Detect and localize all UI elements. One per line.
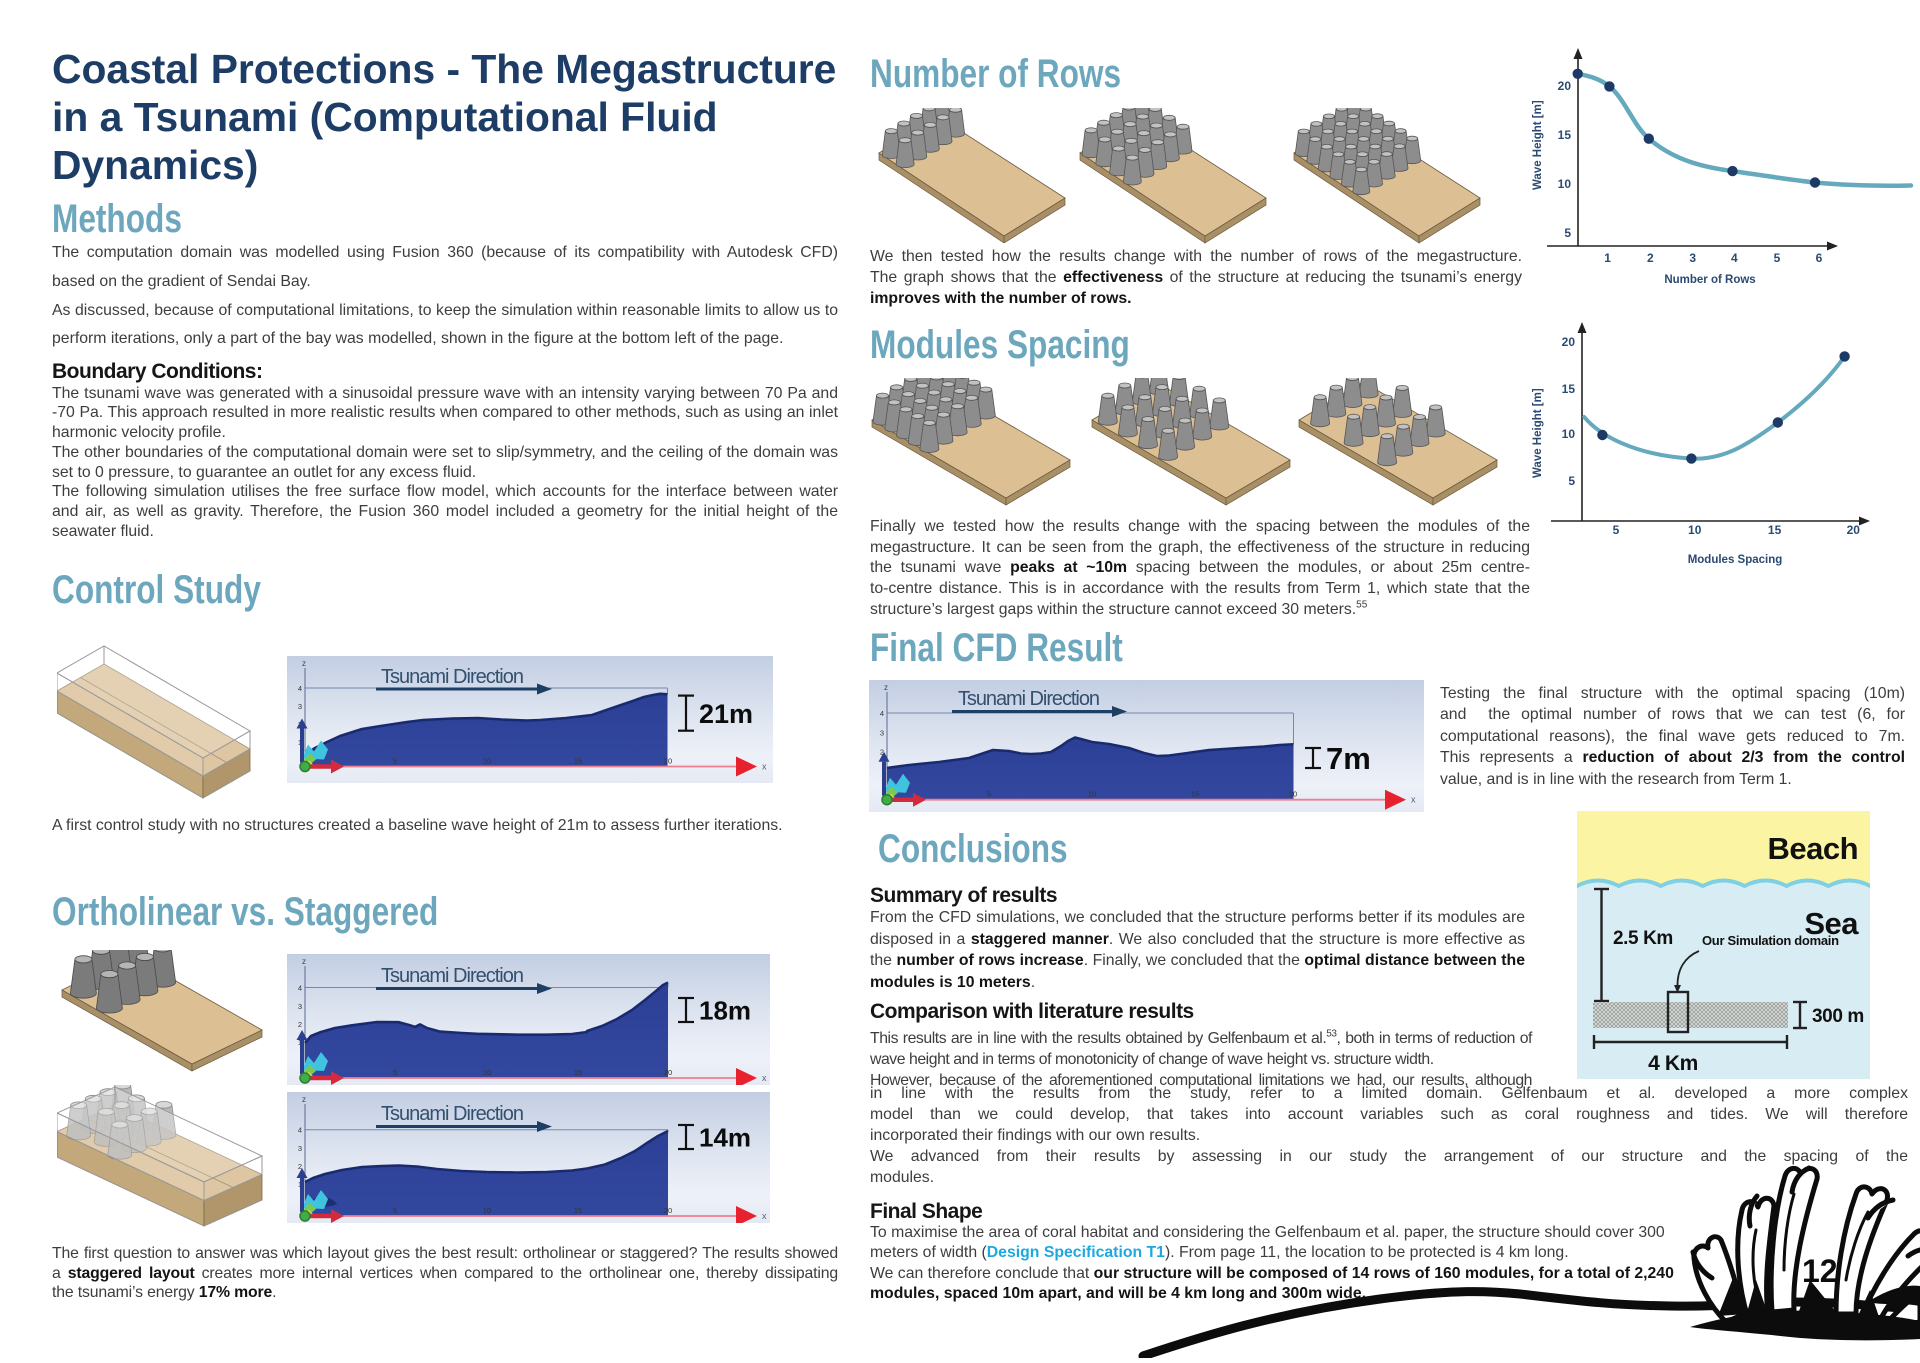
svg-text:4: 4: [298, 1126, 302, 1135]
svg-text:10: 10: [1688, 523, 1702, 537]
svg-text:10: 10: [483, 1206, 491, 1215]
svg-text:4: 4: [298, 984, 302, 993]
svg-text:20: 20: [1847, 523, 1861, 537]
svg-text:10: 10: [1088, 790, 1096, 799]
svg-text:6: 6: [1816, 251, 1823, 265]
svg-text:x: x: [1411, 795, 1416, 805]
svg-text:z: z: [302, 957, 306, 966]
svg-text:Number of Rows: Number of Rows: [1664, 274, 1755, 286]
svg-text:10: 10: [483, 1068, 491, 1077]
svg-text:15: 15: [574, 1206, 582, 1215]
svg-text:3: 3: [298, 1144, 302, 1153]
svg-text:x: x: [762, 1073, 767, 1083]
svg-text:15: 15: [1558, 128, 1572, 142]
svg-text:5: 5: [393, 1068, 397, 1077]
svg-text:14m: 14m: [699, 1122, 751, 1152]
svg-text:2.5 Km: 2.5 Km: [1613, 928, 1673, 949]
svg-text:Tsunami Direction: Tsunami Direction: [381, 1103, 524, 1125]
svg-text:Tsunami Direction: Tsunami Direction: [381, 666, 524, 688]
svg-text:4 Km: 4 Km: [1648, 1052, 1698, 1075]
svg-text:3: 3: [298, 702, 302, 711]
svg-text:15: 15: [1768, 523, 1782, 537]
svg-text:Wave Height [m]: Wave Height [m]: [1532, 388, 1544, 478]
svg-text:Beach: Beach: [1767, 831, 1858, 866]
svg-text:21m: 21m: [699, 699, 753, 729]
svg-text:15: 15: [574, 1068, 582, 1077]
svg-text:20: 20: [1289, 790, 1297, 799]
svg-text:Wave Height [m]: Wave Height [m]: [1532, 100, 1544, 190]
svg-text:z: z: [302, 1095, 306, 1104]
svg-text:5: 5: [1613, 523, 1620, 537]
svg-text:5: 5: [987, 790, 991, 799]
svg-text:20: 20: [664, 757, 672, 766]
svg-text:4: 4: [880, 709, 884, 718]
svg-text:4: 4: [1731, 251, 1738, 265]
svg-text:15: 15: [574, 757, 582, 766]
svg-text:Tsunami Direction: Tsunami Direction: [381, 965, 524, 987]
svg-text:10: 10: [1562, 427, 1576, 441]
svg-text:2: 2: [1647, 251, 1654, 265]
svg-text:5: 5: [393, 1206, 397, 1215]
svg-text:3: 3: [1689, 251, 1696, 265]
svg-text:15: 15: [1562, 382, 1576, 396]
svg-text:20: 20: [1558, 79, 1572, 93]
svg-text:10: 10: [483, 757, 491, 766]
svg-text:2: 2: [298, 1020, 302, 1029]
svg-text:18m: 18m: [699, 995, 751, 1025]
svg-text:7m: 7m: [1326, 741, 1371, 776]
svg-text:3: 3: [298, 1002, 302, 1011]
svg-text:5: 5: [1568, 474, 1575, 488]
svg-text:4: 4: [298, 684, 302, 693]
svg-text:10: 10: [1558, 177, 1572, 191]
svg-text:5: 5: [393, 757, 397, 766]
svg-text:Modules Spacing: Modules Spacing: [1688, 554, 1783, 566]
svg-text:x: x: [762, 762, 767, 772]
svg-text:12: 12: [1802, 1253, 1838, 1289]
svg-text:z: z: [302, 659, 306, 668]
svg-text:3: 3: [880, 728, 884, 737]
svg-text:z: z: [884, 683, 888, 692]
svg-text:20: 20: [1562, 335, 1576, 349]
svg-text:300 m: 300 m: [1812, 1006, 1864, 1027]
svg-text:Our Simulation domain: Our Simulation domain: [1702, 933, 1839, 948]
svg-text:20: 20: [664, 1068, 672, 1077]
svg-text:Tsunami Direction: Tsunami Direction: [958, 688, 1100, 710]
svg-text:15: 15: [1191, 790, 1199, 799]
svg-text:x: x: [762, 1211, 767, 1221]
svg-text:1: 1: [1604, 251, 1611, 265]
svg-text:5: 5: [1564, 226, 1571, 240]
svg-text:5: 5: [1774, 251, 1781, 265]
svg-text:20: 20: [664, 1206, 672, 1215]
